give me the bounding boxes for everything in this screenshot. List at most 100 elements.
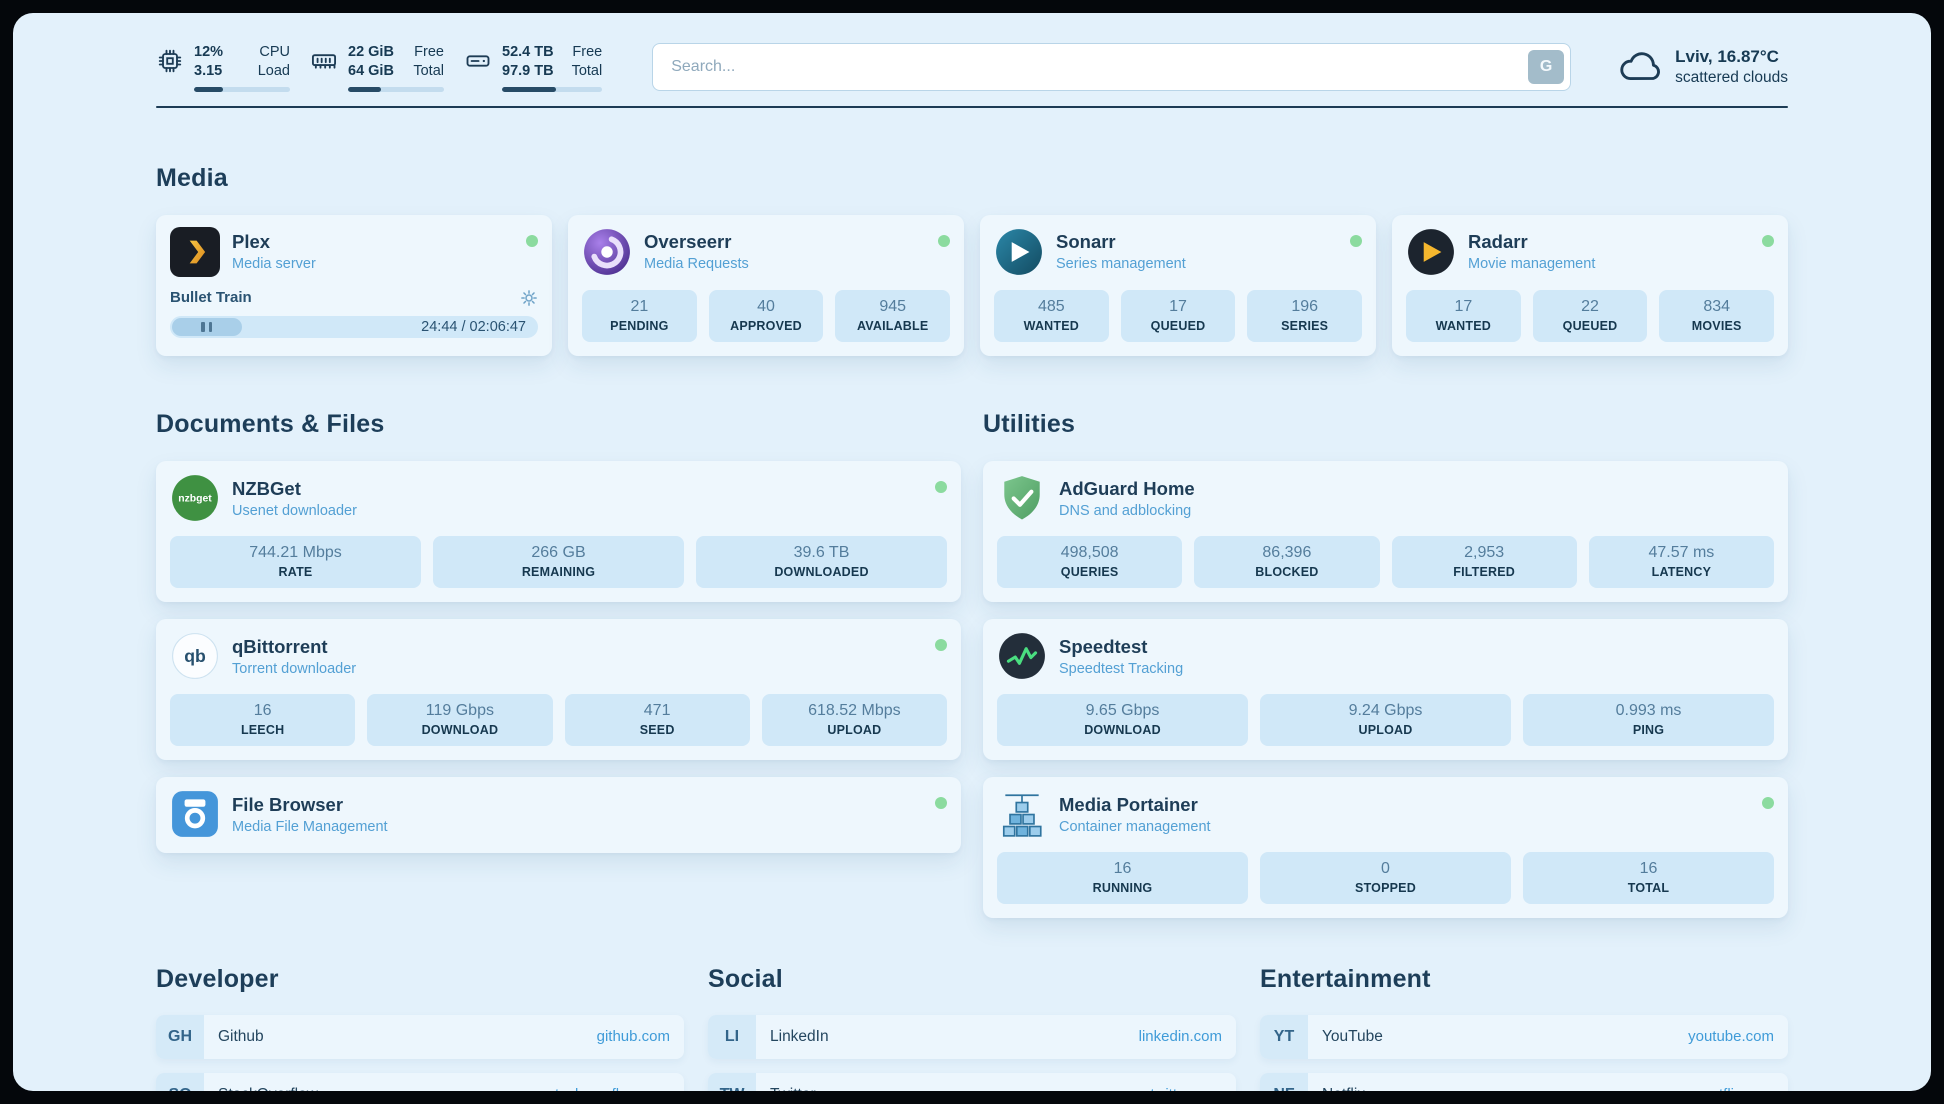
app-card-portainer[interactable]: Media Portainer Container management 16 … xyxy=(983,777,1788,919)
link-abbr: YT xyxy=(1260,1014,1308,1059)
stat-value: 40 xyxy=(757,297,775,315)
link-row-netflix[interactable]: NF Netflix netflix.com xyxy=(1260,1072,1788,1091)
stat-box: 618.52 Mbps UPLOAD xyxy=(761,694,947,747)
status-dot xyxy=(935,797,947,810)
link-name: Github xyxy=(218,1027,264,1045)
link-abbr: GH xyxy=(156,1014,204,1059)
cpu-icon xyxy=(158,49,182,73)
link-url: youtube.com xyxy=(1688,1028,1774,1046)
svg-text:nzbget: nzbget xyxy=(178,494,212,505)
stat-box: 9.24 Gbps UPLOAD xyxy=(1260,694,1511,747)
stat-box: 40 APPROVED xyxy=(708,289,824,342)
stat-value: 2,953 xyxy=(1464,544,1505,562)
stat-label: UPLOAD xyxy=(1358,723,1413,738)
stat-box: 0 STOPPED xyxy=(1260,852,1511,905)
stat-value: 266 GB xyxy=(531,544,586,562)
app-card-speedtest[interactable]: Speedtest Speedtest Tracking 9.65 Gbps D… xyxy=(983,619,1788,761)
stat-box: 834 MOVIES xyxy=(1659,289,1775,342)
app-name: Overseerr xyxy=(644,231,732,253)
app-card-plex[interactable]: Plex Media server Bullet Train xyxy=(156,214,552,356)
app-name: Radarr xyxy=(1468,231,1528,253)
stat-label: DOWNLOAD xyxy=(1084,723,1161,738)
app-subtitle: DNS and adblocking xyxy=(1059,502,1192,519)
now-playing-title: Bullet Train xyxy=(170,289,252,307)
app-card-adguard[interactable]: AdGuard Home DNS and adblocking 498,508 … xyxy=(983,461,1788,603)
link-name: Netflix xyxy=(1322,1086,1365,1091)
stat-label: SERIES xyxy=(1281,318,1329,333)
stat-label: QUERIES xyxy=(1060,565,1119,580)
app-card-radarr[interactable]: Radarr Movie management 17 WANTED 22 QUE… xyxy=(1392,214,1788,356)
gear-icon[interactable] xyxy=(520,289,538,307)
dashboard-panel: 12% 3.15 CPU Load 22 GiB xyxy=(13,13,1931,1091)
stat-label: APPROVED xyxy=(730,318,802,333)
stat-value: 16 xyxy=(1639,860,1658,878)
stat-box: 119 Gbps DOWNLOAD xyxy=(367,694,553,747)
ram-total-label: Total xyxy=(413,62,444,79)
stat-value: 119 Gbps xyxy=(425,702,494,720)
link-name: YouTube xyxy=(1322,1027,1383,1045)
stat-value: 485 xyxy=(1037,297,1065,315)
section-documents: Documents & Files nzbget NZBGet U xyxy=(156,390,961,919)
link-row-youtube[interactable]: YT YouTube youtube.com xyxy=(1260,1014,1788,1059)
stat-box: 21 PENDING xyxy=(582,289,697,342)
stat-label: PENDING xyxy=(610,318,669,333)
section-title-media: Media xyxy=(156,163,228,192)
disk-widget: 52.4 TB 97.9 TB Free Total xyxy=(464,43,603,92)
link-row-github[interactable]: GH Github github.com xyxy=(156,1014,684,1059)
radarr-icon xyxy=(1406,227,1456,277)
stat-value: 86,396 xyxy=(1262,544,1312,562)
stat-box: 39.6 TB DOWNLOADED xyxy=(696,536,947,589)
stat-label: BLOCKED xyxy=(1255,565,1319,580)
stat-value: 22 xyxy=(1581,297,1599,315)
stat-value: 9.24 Gbps xyxy=(1348,702,1423,720)
app-card-qbittorrent[interactable]: qb qBittorrent Torrent downloader 16 LEE… xyxy=(156,619,961,761)
stat-value: 39.6 TB xyxy=(793,544,850,562)
section-utilities: Utilities xyxy=(983,390,1788,919)
disk-total-label: Total xyxy=(571,62,603,79)
link-row-twitter[interactable]: TW Twitter twitter.com xyxy=(708,1072,1236,1091)
stat-box: 196 SERIES xyxy=(1247,289,1363,342)
app-subtitle: Container management xyxy=(1059,818,1211,835)
playback-progressbar[interactable]: 24:44 / 02:06:47 xyxy=(170,315,538,338)
search-engine-button[interactable]: G xyxy=(1528,50,1565,85)
stat-label: RATE xyxy=(278,565,313,580)
app-subtitle: Torrent downloader xyxy=(232,660,357,677)
link-row-stackoverflow[interactable]: SO StackOverflow stackoverflow.com xyxy=(156,1072,684,1091)
status-dot xyxy=(935,481,947,494)
section-developer: Developer GH Github github.com SO StackO… xyxy=(156,944,684,1091)
status-dot xyxy=(1350,234,1362,247)
stat-value: 0 xyxy=(1381,860,1390,878)
topbar-divider xyxy=(156,105,1788,108)
cpu-loadavg: 3.15 xyxy=(194,62,223,79)
stat-box: 86,396 BLOCKED xyxy=(1194,536,1380,589)
stat-label: QUEUED xyxy=(1150,318,1206,333)
ram-progressbar xyxy=(348,86,444,92)
app-card-sonarr[interactable]: Sonarr Series management 485 WANTED 17 Q… xyxy=(980,214,1376,356)
stat-box: 47.57 ms LATENCY xyxy=(1588,536,1774,589)
qbittorrent-icon: qb xyxy=(170,631,220,681)
search-input[interactable] xyxy=(669,57,1529,78)
pause-icon[interactable] xyxy=(172,317,242,336)
ram-icon xyxy=(311,54,337,69)
link-url: stackoverflow.com xyxy=(547,1086,670,1091)
stat-label: LEECH xyxy=(240,723,285,738)
app-subtitle: Media File Management xyxy=(232,818,388,835)
app-card-filebrowser[interactable]: File Browser Media File Management xyxy=(156,777,961,854)
stat-box: 16 LEECH xyxy=(170,694,356,747)
app-card-nzbget[interactable]: nzbget NZBGet Usenet downloader 744.21 M… xyxy=(156,461,961,603)
link-row-linkedin[interactable]: LI LinkedIn linkedin.com xyxy=(708,1014,1236,1059)
stat-box: 498,508 QUERIES xyxy=(997,536,1183,589)
stat-value: 945 xyxy=(879,297,907,315)
stat-box: 266 GB REMAINING xyxy=(433,536,684,589)
plex-icon xyxy=(170,226,220,277)
stat-value: 471 xyxy=(643,702,671,720)
stat-label: DOWNLOADED xyxy=(774,565,869,580)
section-title-social: Social xyxy=(708,965,783,994)
stat-box: 16 RUNNING xyxy=(997,852,1248,905)
status-dot xyxy=(938,234,950,247)
stat-label: WANTED xyxy=(1023,318,1080,333)
disk-icon xyxy=(466,55,490,67)
stat-box: 2,953 FILTERED xyxy=(1391,536,1577,589)
app-name: AdGuard Home xyxy=(1059,477,1195,499)
app-card-overseerr[interactable]: Overseerr Media Requests 21 PENDING 40 A… xyxy=(568,214,964,356)
